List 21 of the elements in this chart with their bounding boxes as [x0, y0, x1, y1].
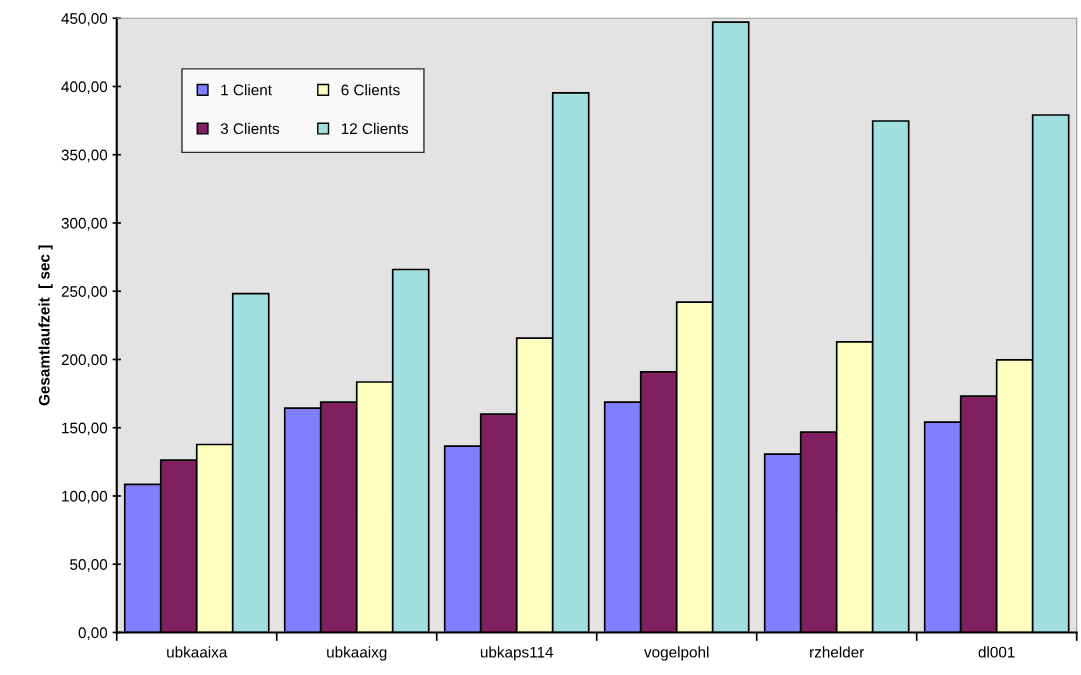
- y-tick-label: 450,00: [61, 13, 108, 26]
- x-tick-label: vogelpohl: [644, 646, 709, 661]
- y-tick-label: 100,00: [62, 490, 108, 504]
- y-tick-label: 150,00: [62, 422, 108, 436]
- legend-label: 6 Clients: [341, 84, 400, 96]
- y-tick-label: 250,00: [61, 286, 108, 299]
- x-tick-label: dl001: [978, 646, 1015, 658]
- y-tick-label: 0,00: [78, 627, 108, 640]
- y-tick-label: 300,00: [61, 217, 108, 231]
- x-tick-label: ubkaaixg: [327, 646, 387, 661]
- x-tick-label: rzhelder: [810, 646, 865, 658]
- legend-label: 3 Clients: [220, 122, 280, 135]
- x-tick-label: ubkaps114: [480, 646, 554, 661]
- y-tick-label: 350,00: [61, 149, 108, 163]
- y-tick-label: 400,00: [61, 81, 108, 94]
- legend-label: 12 Clients: [341, 122, 409, 135]
- y-tick-label: 200,00: [61, 354, 108, 367]
- x-tick-label: ubkaaixa: [167, 646, 228, 658]
- legend-label: 1 Client: [221, 84, 272, 96]
- y-tick-label: 50,00: [70, 559, 108, 572]
- y-axis-title: Gesamtlaufzeit [ sec ]: [38, 245, 53, 406]
